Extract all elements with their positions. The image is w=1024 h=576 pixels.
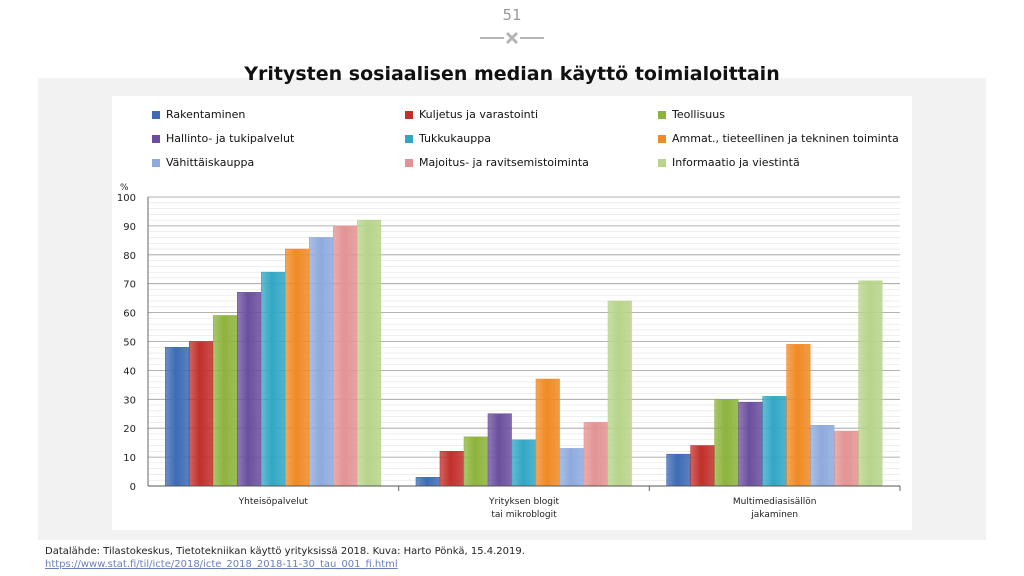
legend-item: Rakentaminen [152, 108, 245, 121]
bar [858, 280, 883, 487]
legend-item: Teollisuus [658, 108, 725, 121]
y-tick-label: 10 [123, 453, 136, 464]
legend-item: Majoitus- ja ravitsemistoiminta [405, 156, 589, 169]
bar [213, 315, 238, 487]
bar [762, 396, 787, 487]
legend-swatch [152, 110, 160, 119]
bar [261, 271, 286, 487]
legend-swatch [658, 158, 666, 167]
bar [738, 401, 763, 487]
y-tick-label: 0 [130, 482, 136, 493]
legend-swatch [658, 134, 666, 143]
x-tick-label: jakaminen [750, 510, 798, 520]
bar [165, 346, 190, 487]
bar [690, 445, 715, 487]
ornament-divider-icon [480, 31, 544, 45]
bar [285, 248, 310, 487]
chart-title: Yritysten sosiaalisen median käyttö toim… [244, 63, 780, 85]
bar [786, 344, 811, 487]
y-tick-label: 100 [117, 193, 136, 204]
bar [357, 219, 382, 487]
bar [309, 237, 334, 487]
legend-swatch [405, 134, 413, 143]
bar [487, 413, 512, 487]
legend-label: Tukkukauppa [419, 132, 491, 145]
legend-swatch [152, 134, 160, 143]
legend-item: Kuljetus ja varastointi [405, 108, 538, 121]
y-tick-label: 40 [123, 366, 136, 377]
legend-item: Vähittäiskauppa [152, 156, 254, 169]
legend-label: Majoitus- ja ravitsemistoiminta [419, 156, 589, 169]
legend-item: Informaatio ja viestintä [658, 156, 800, 169]
y-tick-label: 80 [123, 251, 136, 262]
bar [439, 451, 464, 487]
bar [714, 399, 739, 487]
bar [810, 425, 835, 487]
y-tick-label: 50 [123, 338, 136, 349]
bar [607, 300, 632, 487]
bar [463, 436, 488, 487]
bar [834, 430, 859, 487]
x-tick-label: tai mikroblogit [491, 510, 557, 520]
y-tick-label: 20 [123, 424, 136, 435]
y-tick-label: 70 [123, 280, 136, 291]
legend-label: Kuljetus ja varastointi [419, 108, 539, 121]
bar [415, 477, 440, 487]
legend-label: Informaatio ja viestintä [672, 156, 800, 169]
y-axis-unit: % [120, 183, 129, 193]
bar [666, 453, 691, 487]
x-tick-label: Yrityksen blogit [488, 497, 559, 507]
chart-legend: Rakentaminen Kuljetus ja varastointi Teoll… [152, 108, 912, 178]
bar [559, 448, 584, 487]
bar [333, 225, 358, 487]
legend-label: Teollisuus [672, 108, 725, 121]
legend-item: Hallinto- ja tukipalvelut [152, 132, 294, 145]
x-tick-label: Multimediasisällön [733, 497, 817, 507]
legend-label: Vähittäiskauppa [166, 156, 255, 169]
bar [511, 439, 536, 487]
y-tick-label: 30 [123, 395, 136, 406]
source-text: Datalähde: Tilastokeskus, Tietotekniikan… [45, 546, 525, 557]
x-tick-label: Yhteisöpalvelut [238, 497, 309, 507]
legend-swatch [152, 158, 160, 167]
y-tick-label: 60 [123, 309, 136, 320]
source-link[interactable]: https://www.stat.fi/til/icte/2018/icte_2… [45, 559, 398, 570]
legend-swatch [405, 110, 413, 119]
legend-swatch [405, 158, 413, 167]
bar-chart: % 0 10 20 30 40 50 60 70 80 90 100 Yhteisöpalvelut Yr… [117, 183, 901, 520]
page-number: 51 [502, 6, 522, 24]
legend-swatch [658, 110, 666, 119]
legend-label: Hallinto- ja tukipalvelut [166, 132, 295, 145]
legend-label: Ammat., tieteellinen ja tekninen toimint… [672, 132, 899, 145]
legend-label: Rakentaminen [166, 108, 246, 121]
bar [189, 341, 214, 487]
bar [583, 422, 608, 487]
bar [237, 292, 262, 487]
y-tick-label: 90 [123, 222, 136, 233]
legend-item: Ammat., tieteellinen ja tekninen toimint… [658, 132, 899, 145]
legend-item: Tukkukauppa [405, 132, 491, 145]
bar [535, 378, 560, 487]
